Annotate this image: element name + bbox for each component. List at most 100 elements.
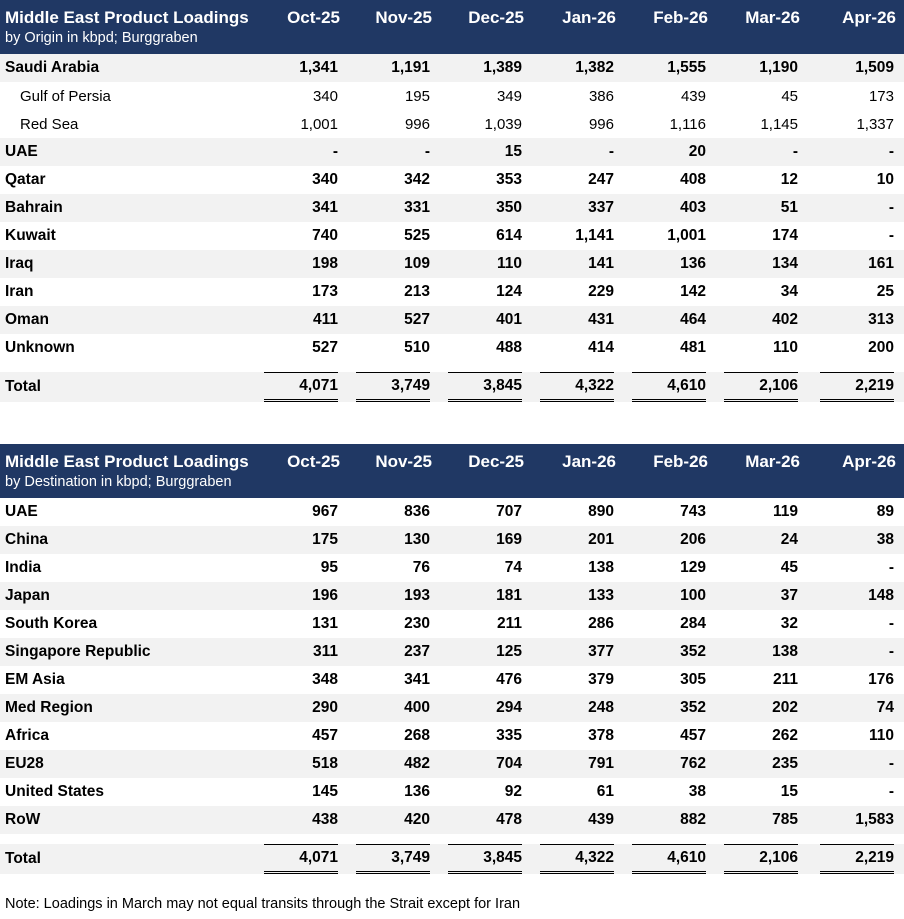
- row-value: 439: [532, 806, 624, 834]
- month-header: Feb-26: [624, 444, 716, 473]
- header-filler: [532, 473, 624, 498]
- row-label: UAE: [0, 138, 256, 166]
- row-value: 335: [496, 727, 522, 744]
- row-value: 352: [624, 694, 716, 722]
- month-header: Oct-25: [256, 0, 348, 29]
- row-value: 890: [588, 503, 614, 520]
- total-value-cell: 3,845: [440, 372, 532, 402]
- total-label: Total: [0, 372, 256, 402]
- spacer-cell: [440, 362, 532, 372]
- row-value: 791: [532, 750, 624, 778]
- row-value: 201: [532, 526, 624, 554]
- row-value: 482: [348, 750, 440, 778]
- row-value: -: [808, 194, 904, 222]
- spacer-cell: [532, 834, 624, 844]
- table-row: Red Sea 1,001 996 1,039 996 1,116 1,145 1,337: [0, 110, 904, 138]
- row-value: 457: [680, 727, 706, 744]
- row-value: 173: [868, 87, 894, 105]
- row-value: 379: [588, 671, 614, 688]
- row-value: 457: [312, 727, 338, 744]
- total-value-cell: 2,106: [716, 372, 808, 402]
- row-value: 353: [496, 171, 522, 188]
- row-value: 464: [624, 306, 716, 334]
- row-value: 518: [256, 750, 348, 778]
- spacer-cell: [624, 362, 716, 372]
- row-value: 350: [440, 194, 532, 222]
- total-value-cell: 3,845: [440, 844, 532, 874]
- row-value: 34: [780, 283, 798, 300]
- month-header: Apr-26: [808, 444, 904, 473]
- spacer-cell: [440, 834, 532, 844]
- total-value-cell: 2,106: [716, 844, 808, 874]
- row-value: 1,337: [856, 115, 894, 133]
- month-header: Dec-25: [440, 0, 532, 29]
- row-label: Oman: [0, 306, 256, 334]
- header-filler: [348, 473, 440, 498]
- row-value: 348: [312, 671, 338, 688]
- table-row: Med Region 290 400 294 248 352 202 74: [0, 694, 904, 722]
- table-row: United States 145 136 92 61 38 15 -: [0, 778, 904, 806]
- spacer-cell: [348, 362, 440, 372]
- row-value: 32: [780, 615, 798, 632]
- header-filler: [440, 29, 532, 54]
- footnote: Note: Loadings in March may not equal tr…: [5, 896, 521, 912]
- row-value: 229: [588, 283, 614, 300]
- total-value: 4,071: [264, 372, 338, 402]
- row-value: 1,389: [440, 54, 532, 82]
- row-value: 61: [596, 783, 614, 800]
- spacer-row: [0, 834, 904, 844]
- row-label: Med Region: [0, 694, 256, 722]
- row-value: 743: [680, 503, 706, 520]
- row-value: 481: [680, 339, 706, 356]
- row-value: 527: [348, 306, 440, 334]
- row-value: 89: [876, 503, 894, 520]
- row-value: 92: [504, 783, 522, 800]
- row-value: 25: [876, 283, 894, 300]
- header-filler: [716, 29, 808, 54]
- row-value: 161: [808, 250, 904, 278]
- row-label: Qatar: [5, 171, 46, 188]
- row-value: 110: [440, 250, 532, 278]
- row-value: 342: [404, 171, 430, 188]
- row-value: 133: [532, 582, 624, 610]
- total-value: 3,749: [356, 372, 430, 402]
- month-header: Mar-26: [716, 0, 808, 29]
- row-value: 145: [312, 783, 338, 800]
- table-row: Oman 411 527 401 431 464 402 313: [0, 306, 904, 334]
- row-value: 130: [348, 526, 440, 554]
- row-value: 148: [808, 582, 904, 610]
- row-label: Africa: [5, 727, 49, 744]
- row-value: 1,116: [669, 115, 706, 133]
- row-value: 1,145: [760, 115, 798, 133]
- row-value: 142: [680, 283, 706, 300]
- row-value: 704: [440, 750, 532, 778]
- table-row: Iran 173 213 124 229 142 34 25: [0, 278, 904, 306]
- header-filler: [256, 29, 348, 54]
- header-filler: [440, 473, 532, 498]
- row-value: 400: [348, 694, 440, 722]
- total-value: 4,322: [540, 372, 614, 402]
- row-value: 707: [496, 503, 522, 520]
- row-value: 403: [624, 194, 716, 222]
- header-filler: [624, 473, 716, 498]
- row-value: 311: [256, 638, 348, 666]
- total-value: 2,219: [820, 372, 894, 402]
- month-header: Nov-25: [348, 444, 440, 473]
- row-value: 476: [496, 671, 522, 688]
- row-value: 74: [808, 694, 904, 722]
- table-row: EM Asia 348 341 476 379 305 211 176: [0, 666, 904, 694]
- row-value: 1,583: [808, 806, 904, 834]
- total-value: 4,610: [632, 372, 706, 402]
- row-value: 193: [348, 582, 440, 610]
- row-value: 527: [312, 339, 338, 356]
- header-filler: [716, 473, 808, 498]
- table-row: Unknown 527 510 488 414 481 110 200: [0, 334, 904, 362]
- total-value-cell: 4,610: [624, 844, 716, 874]
- row-value: 15: [440, 138, 532, 166]
- header-filler: [624, 29, 716, 54]
- row-label: Unknown: [5, 339, 75, 356]
- month-header: Nov-25: [348, 0, 440, 29]
- row-value: 124: [496, 283, 522, 300]
- total-value: 4,610: [632, 844, 706, 874]
- row-value: 1,341: [256, 54, 348, 82]
